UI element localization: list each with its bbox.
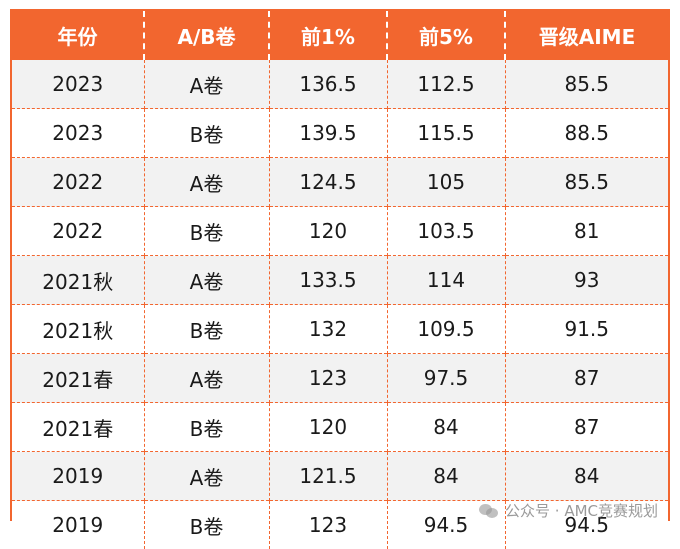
cell-paper: A卷 xyxy=(144,60,269,109)
header-top1: 前1% xyxy=(269,11,387,60)
cell-top5: 84 xyxy=(387,452,505,501)
cell-top1: 124.5 xyxy=(269,158,387,207)
cell-top5: 94.5 xyxy=(387,501,505,549)
cell-aime: 91.5 xyxy=(505,305,668,354)
cell-year: 2019 xyxy=(12,452,144,501)
cell-aime: 87 xyxy=(505,354,668,403)
cell-paper: A卷 xyxy=(144,256,269,305)
cell-year: 2021春 xyxy=(12,403,144,452)
cell-top5: 103.5 xyxy=(387,207,505,256)
header-paper: A/B卷 xyxy=(144,11,269,60)
cell-aime: 85.5 xyxy=(505,158,668,207)
cell-aime: 81 xyxy=(505,207,668,256)
cell-aime: 85.5 xyxy=(505,60,668,109)
cell-top1: 139.5 xyxy=(269,109,387,158)
cell-top1: 133.5 xyxy=(269,256,387,305)
cell-top5: 105 xyxy=(387,158,505,207)
cell-year: 2022 xyxy=(12,207,144,256)
cell-top1: 120 xyxy=(269,207,387,256)
cell-year: 2022 xyxy=(12,158,144,207)
cell-top5: 109.5 xyxy=(387,305,505,354)
cell-paper: B卷 xyxy=(144,305,269,354)
header-row: 年份 A/B卷 前1% 前5% 晋级AIME xyxy=(12,11,668,60)
cell-top5: 115.5 xyxy=(387,109,505,158)
cell-top1: 121.5 xyxy=(269,452,387,501)
cell-year: 2021秋 xyxy=(12,256,144,305)
cell-aime: 87 xyxy=(505,403,668,452)
cell-top5: 112.5 xyxy=(387,60,505,109)
cell-year: 2021春 xyxy=(12,354,144,403)
cell-paper: B卷 xyxy=(144,403,269,452)
cell-top1: 120 xyxy=(269,403,387,452)
cell-paper: B卷 xyxy=(144,501,269,549)
cell-aime: 93 xyxy=(505,256,668,305)
cell-year: 2023 xyxy=(12,60,144,109)
cell-top5: 114 xyxy=(387,256,505,305)
cell-year: 2019 xyxy=(12,501,144,549)
cell-year: 2021秋 xyxy=(12,305,144,354)
cell-top1: 132 xyxy=(269,305,387,354)
cell-paper: A卷 xyxy=(144,354,269,403)
cell-aime: 84 xyxy=(505,452,668,501)
cell-top5: 84 xyxy=(387,403,505,452)
cell-paper: A卷 xyxy=(144,158,269,207)
header-aime: 晋级AIME xyxy=(505,11,668,60)
header-year: 年份 xyxy=(12,11,144,60)
cell-year: 2023 xyxy=(12,109,144,158)
cell-paper: B卷 xyxy=(144,109,269,158)
cell-top1: 136.5 xyxy=(269,60,387,109)
cell-paper: A卷 xyxy=(144,452,269,501)
cell-aime: 88.5 xyxy=(505,109,668,158)
header-top5: 前5% xyxy=(387,11,505,60)
cell-paper: B卷 xyxy=(144,207,269,256)
cell-top1: 123 xyxy=(269,354,387,403)
cell-top1: 123 xyxy=(269,501,387,549)
cell-top5: 97.5 xyxy=(387,354,505,403)
cell-aime: 94.5 xyxy=(505,501,668,549)
